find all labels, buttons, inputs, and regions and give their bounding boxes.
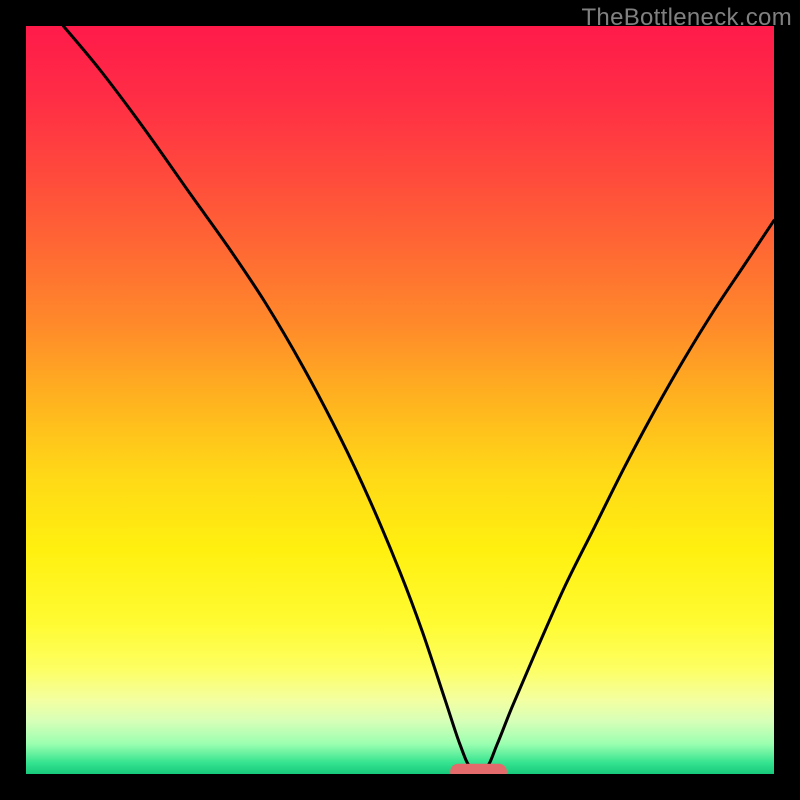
vertex-marker: [450, 764, 507, 780]
bottleneck-chart: [0, 0, 800, 800]
watermark-text: TheBottleneck.com: [581, 4, 792, 32]
chart-container: TheBottleneck.com: [0, 0, 800, 800]
